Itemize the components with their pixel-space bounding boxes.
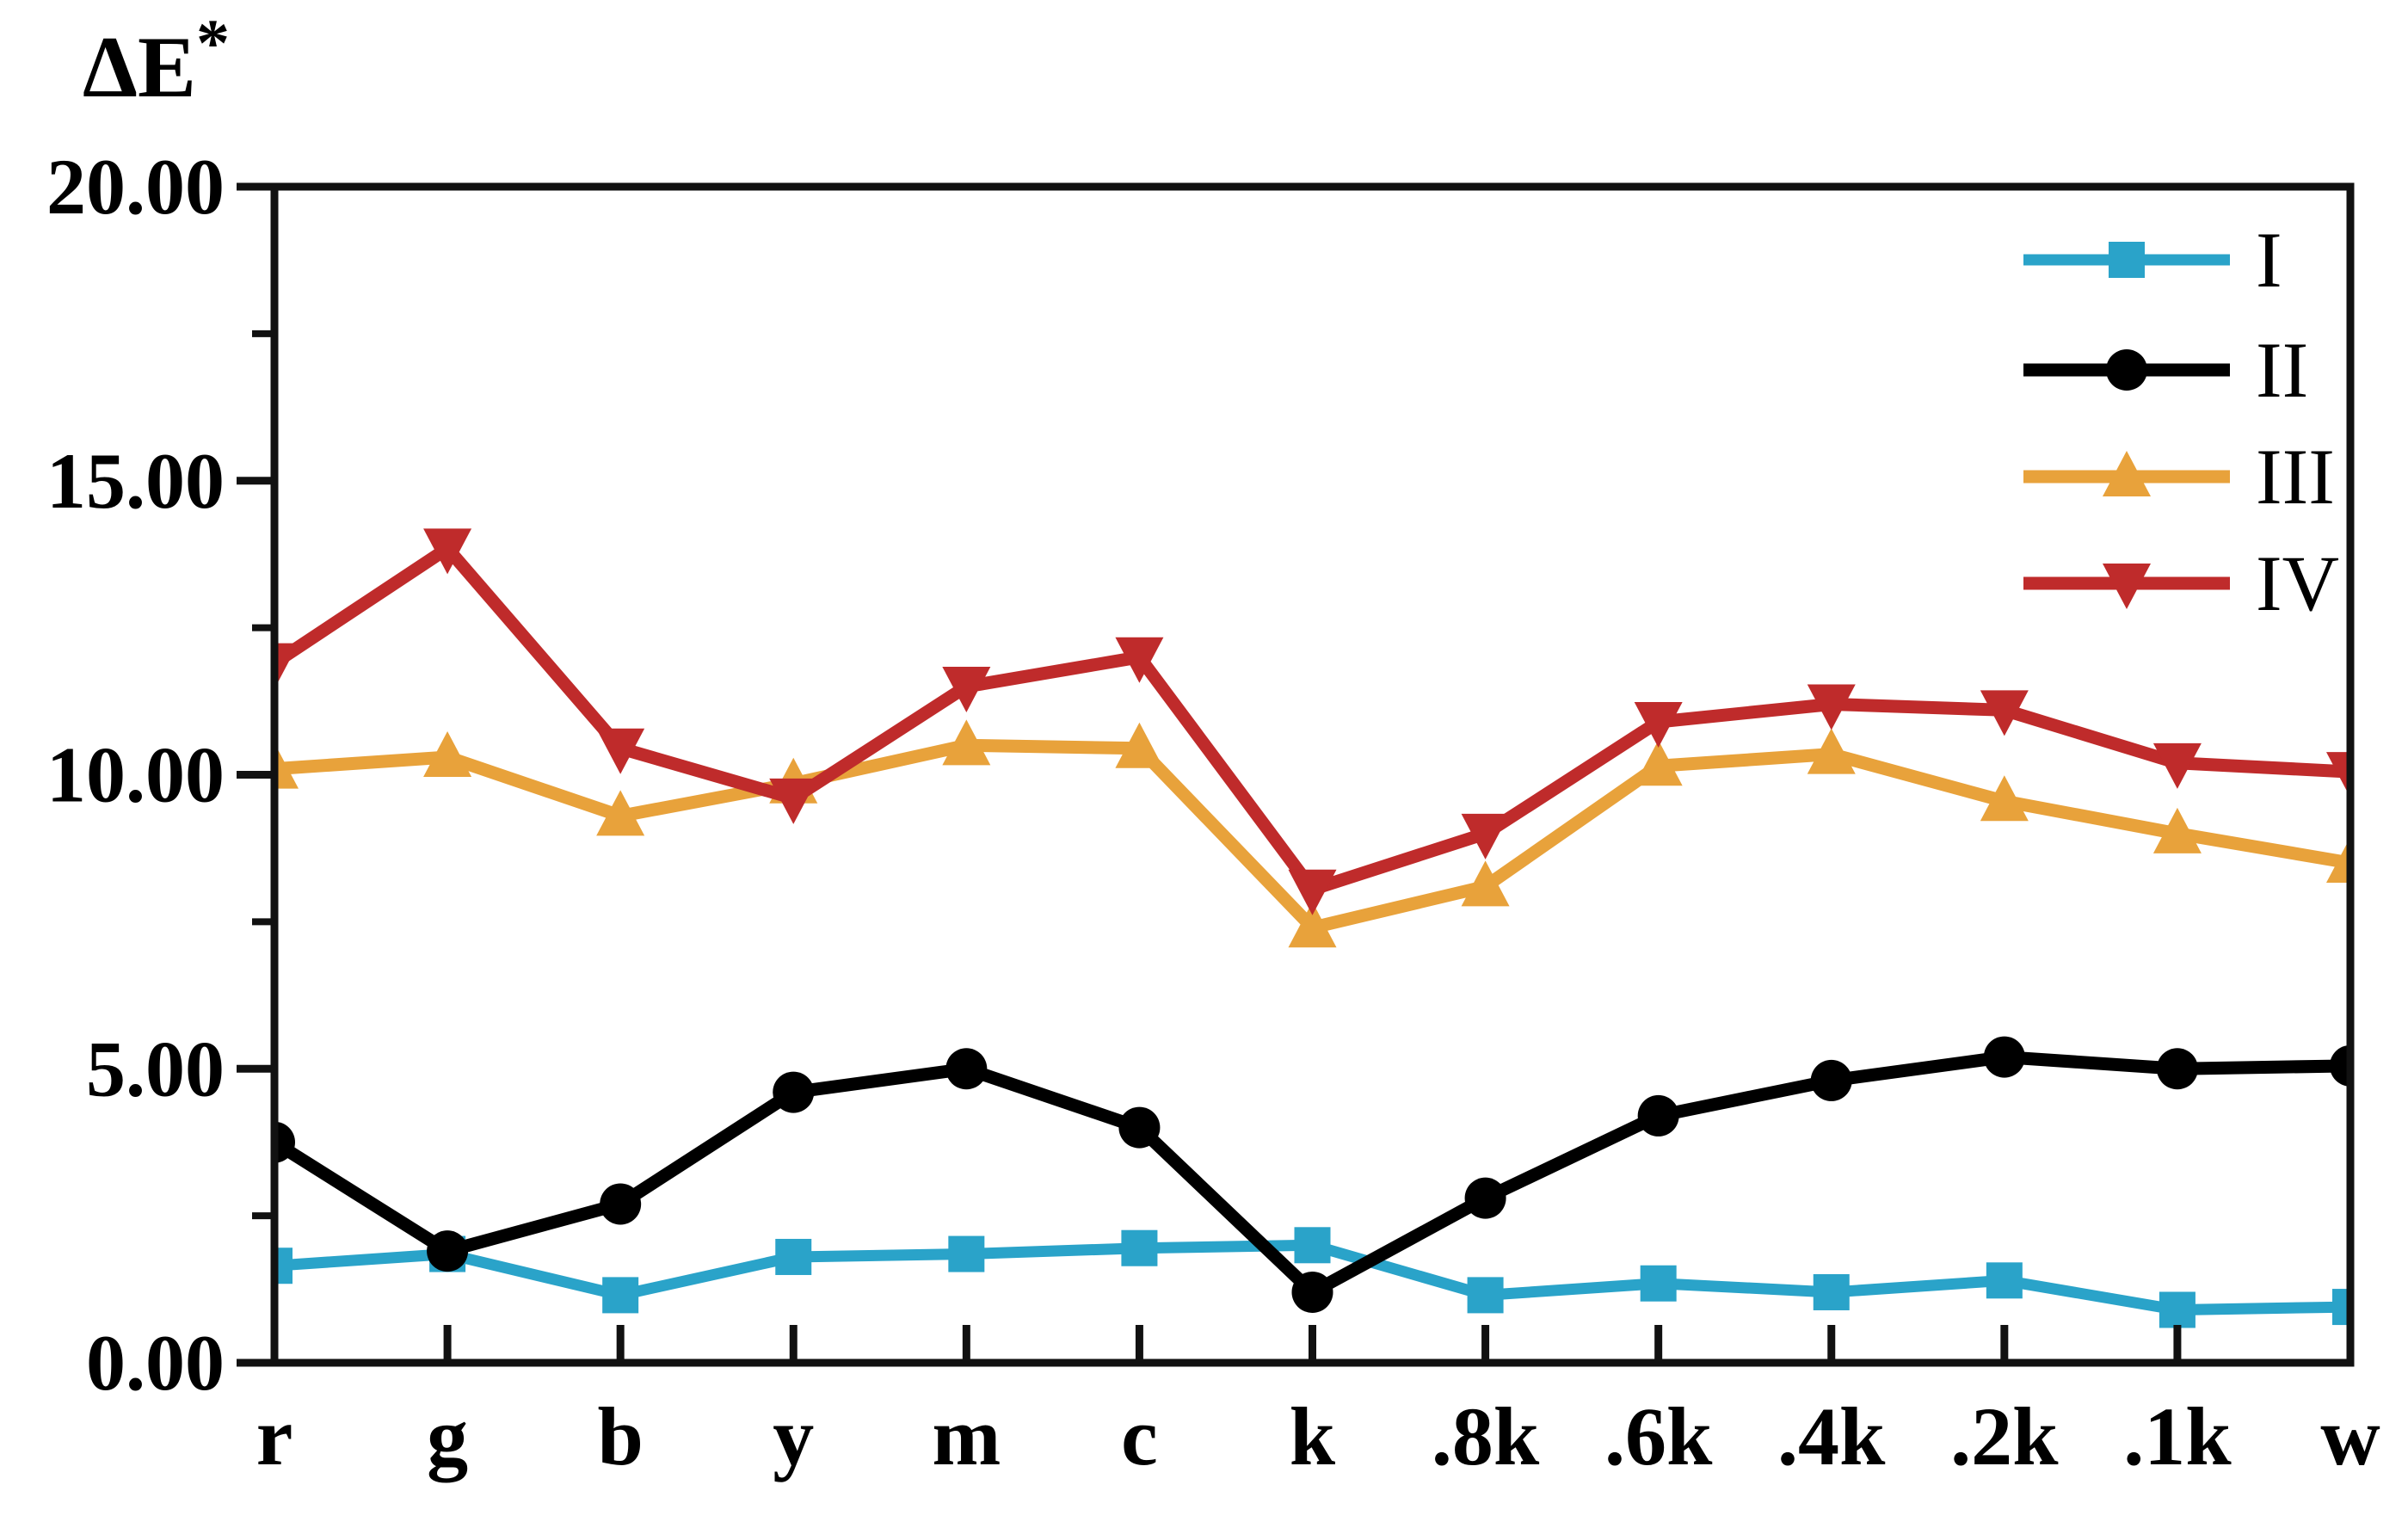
legend-marker-II	[2106, 349, 2147, 391]
series-I-marker-b	[602, 1277, 639, 1314]
axes-frame	[270, 182, 2355, 1367]
legend-label-III: III	[2256, 433, 2335, 521]
series-I-marker-.6k	[1640, 1265, 1677, 1302]
series-III-marker-c	[1115, 722, 1164, 768]
series-II-marker-w	[2330, 1044, 2351, 1087]
x-tick-label: .2k	[1950, 1390, 2059, 1482]
x-axis: r g b y m c k .8k .6k .4k .2k .1k w	[256, 1325, 2380, 1482]
series-II-marker-.4k	[1810, 1059, 1852, 1101]
x-tick-label: w	[2320, 1390, 2380, 1482]
legend-label-I: I	[2256, 216, 2282, 304]
series-I-marker-.8k	[1467, 1277, 1504, 1314]
series-II-marker-y	[773, 1071, 815, 1113]
series-II-marker-k	[1291, 1271, 1333, 1313]
series-III-marker-r	[274, 742, 299, 789]
y-tick-label: 5.00	[86, 1025, 225, 1112]
y-tick-label: 20.00	[46, 143, 225, 231]
series-III-marker-.8k	[1461, 860, 1510, 907]
legend-label-IV: IV	[2256, 539, 2339, 627]
series-I-marker-.4k	[1813, 1273, 1850, 1310]
x-tick-label: y	[773, 1390, 814, 1482]
legend-marker-III	[2103, 451, 2151, 496]
series-IV-marker-m	[942, 666, 991, 712]
legend-marker-IV	[2103, 564, 2151, 609]
x-tick-label: .8k	[1432, 1390, 1540, 1482]
series-IV	[274, 528, 2351, 915]
x-tick-label: r	[256, 1390, 293, 1482]
x-tick-label: k	[1290, 1390, 1336, 1482]
x-tick-label: g	[427, 1390, 468, 1482]
y-axis-title-sup: *	[196, 5, 230, 80]
series-I-marker-r	[274, 1248, 293, 1284]
series-III-marker-.2k	[1980, 775, 2029, 822]
legend-marker-I	[2109, 242, 2145, 278]
y-axis-title-base: ΔE	[83, 19, 196, 116]
series-IV-marker-.6k	[1634, 701, 1683, 748]
x-tick-label: .6k	[1604, 1390, 1713, 1482]
y-tick-label: 0.00	[86, 1319, 225, 1407]
series-IV-marker-.1k	[2152, 742, 2202, 789]
series-I-marker-y	[775, 1238, 812, 1275]
series-IV-marker-w	[2326, 752, 2351, 798]
series-IV-marker-.4k	[1807, 684, 1856, 730]
y-axis-title: ΔE*	[83, 5, 230, 116]
series-I-marker-.2k	[1986, 1262, 2023, 1299]
legend-item-III: III	[2023, 433, 2335, 521]
series-IV-marker-k	[1288, 869, 1337, 915]
series-II-marker-b	[600, 1183, 642, 1225]
series-I-marker-c	[1121, 1229, 1158, 1266]
series-III-marker-b	[596, 790, 645, 836]
series-I-marker-m	[948, 1235, 985, 1272]
series-III-marker-m	[942, 719, 991, 766]
series-I-marker-k	[1294, 1227, 1331, 1264]
series-IV-marker-r	[274, 643, 299, 689]
plot-area	[274, 528, 2351, 1328]
series-III-marker-.1k	[2152, 807, 2202, 853]
series-III-marker-k	[1288, 902, 1337, 948]
legend-label-II: II	[2256, 326, 2308, 414]
series-II-marker-.2k	[1983, 1036, 2025, 1078]
x-tick-label: .4k	[1777, 1390, 1886, 1482]
y-tick-label: 10.00	[46, 731, 225, 819]
series-II-marker-c	[1118, 1106, 1161, 1149]
x-tick-label: m	[932, 1390, 1001, 1482]
series-IV-marker-g	[423, 528, 472, 575]
legend-item-I: I	[2023, 216, 2282, 304]
x-tick-label: .1k	[2123, 1390, 2232, 1482]
series-II-marker-.1k	[2156, 1048, 2198, 1090]
series-I-marker-.1k	[2159, 1291, 2196, 1328]
series-IV-marker-c	[1115, 637, 1164, 683]
series-IV-marker-.8k	[1461, 813, 1510, 859]
series-II-marker-r	[274, 1121, 295, 1163]
series-II	[274, 1036, 2351, 1313]
x-tick-label: b	[597, 1390, 643, 1482]
series-III-marker-w	[2326, 837, 2351, 884]
series-IV-marker-.2k	[1980, 690, 2029, 736]
series-III-marker-.4k	[1807, 728, 1856, 774]
y-axis: 0.00 5.00 10.00 15.00 20.00	[46, 143, 274, 1407]
series-IV-marker-b	[596, 728, 645, 774]
series-IV-marker-y	[769, 778, 818, 824]
series-III-marker-.6k	[1634, 740, 1683, 786]
series-II-marker-g	[427, 1230, 469, 1272]
series-III-marker-g	[423, 730, 472, 777]
series-II-marker-m	[945, 1048, 988, 1090]
x-tick-label: c	[1121, 1390, 1158, 1482]
series-II-marker-.8k	[1464, 1177, 1506, 1219]
series-II-marker-.6k	[1637, 1094, 1679, 1137]
series-IV-line	[274, 541, 2351, 896]
legend-item-IV: IV	[2023, 539, 2339, 627]
legend-item-II: II	[2023, 326, 2308, 414]
y-tick-label: 15.00	[46, 437, 225, 525]
